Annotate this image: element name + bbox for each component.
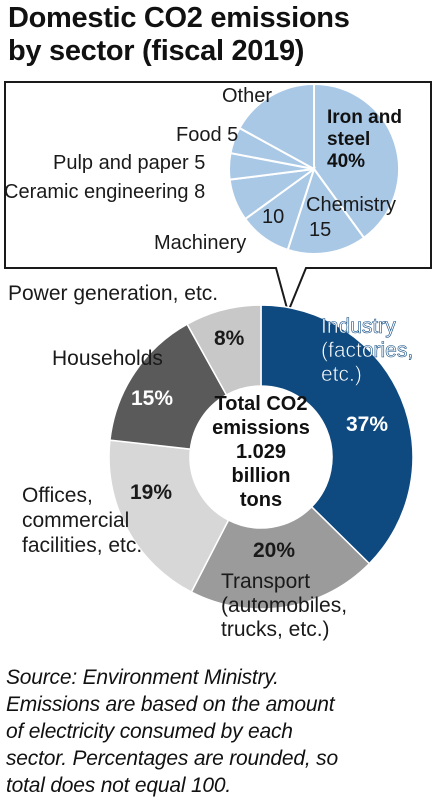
source-note-line: sector. Percentages are rounded, so: [6, 747, 338, 770]
slice-label-offices-line: Offices,: [22, 484, 93, 507]
inset-label-iron: Iron and steel 40%: [327, 107, 402, 172]
inset-label-ceramic: Ceramic engineering 8: [4, 181, 205, 203]
inset-label-food: Food 5: [176, 124, 238, 146]
inset-label-machinery-line: Machinery: [154, 232, 246, 254]
inset-value-chemistry: 15: [309, 219, 331, 241]
slice-label-transport-line: Transport: [221, 570, 310, 593]
value-label-offices-line: 19%: [130, 481, 172, 504]
center-label-line: Total CO2: [215, 393, 308, 415]
slice-offices: [108, 439, 230, 594]
slice-label-offices-line: facilities, etc.: [22, 534, 142, 557]
inset-value-machinery: 10: [262, 206, 284, 228]
slice-label-power-line: Power generation, etc.: [8, 282, 218, 305]
value-label-offices: 19%: [130, 481, 172, 504]
inset-value-machinery-line: 10: [262, 206, 284, 228]
value-label-power: 8%: [214, 327, 245, 350]
slice-households: [109, 323, 228, 450]
slice-label-industry-line: (factories,: [321, 339, 413, 362]
slice-label-industry: Industry (factories, etc.): [321, 315, 413, 386]
chart-title-line: by sector (fiscal 2019): [8, 35, 305, 67]
inset-label-iron-line: 40%: [327, 151, 365, 172]
center-label-line: billion: [232, 465, 291, 487]
value-label-industry: 37%: [346, 413, 388, 436]
chart-title-line: Domestic CO2 emissions: [8, 2, 350, 34]
slice-label-transport: Transport (automobiles, trucks, etc.): [221, 570, 347, 641]
inset-label-chemistry-line: Chemistry: [306, 194, 396, 216]
inset-label-iron-line: Iron and: [327, 107, 402, 128]
inset-label-pulp-line: Pulp and paper 5: [53, 152, 205, 174]
value-label-transport: 20%: [253, 539, 295, 562]
value-label-industry-line: 37%: [346, 413, 388, 436]
inset-slice-other: [238, 82, 315, 171]
value-label-households: 15%: [131, 387, 173, 410]
inset-label-other-line: Other: [222, 85, 272, 107]
center-label-line: 1.029: [236, 441, 286, 463]
slice-label-transport-line: (automobiles,: [221, 594, 347, 617]
slice-label-households-line: Households: [52, 347, 163, 370]
value-label-households-line: 15%: [131, 387, 173, 410]
inset-label-ceramic-line: Ceramic engineering 8: [4, 181, 205, 203]
slice-label-industry-line: etc.): [321, 363, 362, 386]
value-label-transport-line: 20%: [253, 539, 295, 562]
slice-label-power: Power generation, etc.: [8, 282, 218, 305]
center-label: Total CO2 emissions 1.029 billion tons: [212, 393, 310, 511]
inset-label-other: Other: [222, 85, 272, 107]
inset-label-pulp: Pulp and paper 5: [53, 152, 205, 174]
source-note-line: of electricity consumed by each: [6, 720, 293, 743]
slice-label-industry-line: Industry: [321, 315, 396, 338]
inset-label-iron-line: steel: [327, 129, 370, 150]
source-note: Source: Environment Ministry. Emissions …: [6, 664, 434, 799]
inset-label-food-line: Food 5: [176, 124, 238, 146]
slice-label-offices-line: commercial: [22, 509, 129, 532]
inset-value-chemistry-line: 15: [309, 219, 331, 241]
inset-label-chemistry: Chemistry: [306, 194, 396, 216]
slice-label-households: Households: [52, 347, 163, 370]
center-label-line: emissions: [212, 417, 310, 439]
inset-slice-iron: [313, 82, 400, 240]
center-label-line: tons: [240, 489, 282, 511]
slice-transport: [190, 505, 371, 610]
inset-label-machinery: Machinery: [154, 232, 246, 254]
slice-label-offices: Offices, commercial facilities, etc.: [22, 484, 142, 557]
slice-label-transport-line: trucks, etc.): [221, 618, 330, 641]
slice-industry: [260, 304, 414, 565]
chart-title: Domestic CO2 emissions by sector (fiscal…: [8, 2, 433, 68]
source-note-line: Source: Environment Ministry.: [6, 666, 279, 689]
value-label-power-line: 8%: [214, 327, 245, 350]
source-note-line: Emissions are based on the amount: [6, 693, 335, 716]
inset-slice-chemistry: [286, 166, 366, 255]
slice-power: [186, 304, 262, 396]
source-note-line: total does not equal 100.: [6, 774, 232, 797]
